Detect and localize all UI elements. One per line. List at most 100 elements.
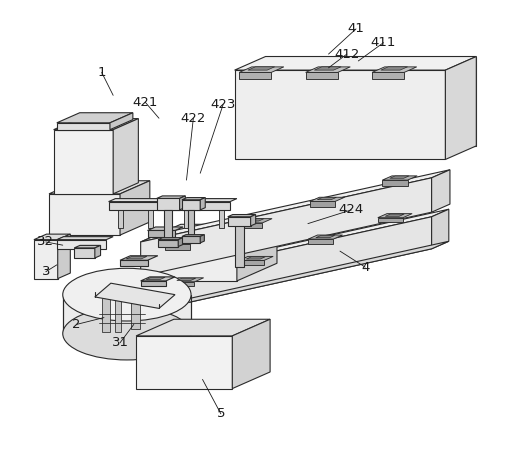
Polygon shape [147,227,183,230]
Polygon shape [385,214,404,216]
Polygon shape [164,210,172,240]
Polygon shape [308,239,334,243]
Text: 423: 423 [211,98,236,111]
Polygon shape [95,245,100,258]
Polygon shape [228,214,255,217]
Polygon shape [141,170,450,242]
Polygon shape [182,198,205,200]
Polygon shape [228,217,251,226]
Polygon shape [34,234,71,240]
Polygon shape [157,196,185,198]
Polygon shape [305,72,338,79]
Polygon shape [165,240,199,244]
Text: 424: 424 [339,203,364,216]
Polygon shape [57,236,113,240]
Text: 421: 421 [132,96,158,109]
Text: 5: 5 [217,407,225,420]
Polygon shape [109,201,230,210]
Polygon shape [158,238,183,240]
Polygon shape [237,219,272,223]
Polygon shape [305,67,350,72]
Polygon shape [34,240,58,278]
Polygon shape [136,336,232,389]
Text: 3: 3 [42,265,50,278]
Polygon shape [63,295,191,334]
Polygon shape [178,238,183,247]
Polygon shape [141,242,237,281]
Polygon shape [172,240,192,242]
Polygon shape [54,130,113,194]
Polygon shape [141,241,449,313]
Polygon shape [200,235,204,243]
Text: 4: 4 [361,260,369,274]
Polygon shape [218,210,224,228]
Polygon shape [109,199,237,201]
Polygon shape [235,70,445,160]
Polygon shape [182,235,204,236]
Polygon shape [120,256,158,260]
Polygon shape [239,260,264,265]
Polygon shape [49,181,150,194]
Polygon shape [239,256,273,260]
Polygon shape [49,194,120,235]
Polygon shape [245,219,264,221]
Polygon shape [177,278,196,280]
Polygon shape [113,118,139,194]
Polygon shape [182,200,200,210]
Polygon shape [180,196,185,210]
Polygon shape [310,201,335,207]
Polygon shape [131,298,140,329]
Polygon shape [57,240,106,249]
Polygon shape [147,230,175,237]
Text: 412: 412 [334,47,359,60]
Polygon shape [188,210,194,236]
Polygon shape [58,234,71,278]
Polygon shape [165,244,190,250]
Ellipse shape [63,307,191,360]
Text: 32: 32 [37,236,54,248]
Polygon shape [316,236,335,238]
Text: 2: 2 [72,318,81,331]
Polygon shape [382,180,407,186]
Polygon shape [235,57,476,70]
Polygon shape [141,277,175,281]
Polygon shape [74,245,100,248]
Polygon shape [101,298,110,332]
Polygon shape [246,257,265,259]
Polygon shape [378,218,403,222]
Polygon shape [372,72,404,79]
Polygon shape [239,72,271,79]
Polygon shape [115,298,121,332]
Polygon shape [266,57,476,146]
Polygon shape [141,209,449,281]
Polygon shape [432,170,450,212]
Polygon shape [200,198,205,210]
Polygon shape [317,197,336,200]
Polygon shape [372,67,417,72]
Polygon shape [141,281,166,286]
Polygon shape [239,67,284,72]
Polygon shape [158,240,178,247]
Polygon shape [136,319,270,336]
Polygon shape [251,214,255,226]
Polygon shape [126,256,147,259]
Polygon shape [120,181,150,235]
Polygon shape [184,210,190,228]
Polygon shape [95,283,175,308]
Polygon shape [146,278,165,279]
Polygon shape [308,235,342,239]
Polygon shape [182,236,200,243]
Polygon shape [157,198,180,210]
Polygon shape [110,113,133,130]
Polygon shape [120,260,147,266]
Polygon shape [235,224,244,267]
Polygon shape [54,118,139,130]
Polygon shape [390,176,409,178]
Polygon shape [381,67,407,70]
Polygon shape [118,210,123,228]
Polygon shape [169,282,195,286]
Text: 422: 422 [181,112,206,125]
Polygon shape [248,67,274,70]
Polygon shape [310,197,345,201]
Polygon shape [57,123,110,130]
